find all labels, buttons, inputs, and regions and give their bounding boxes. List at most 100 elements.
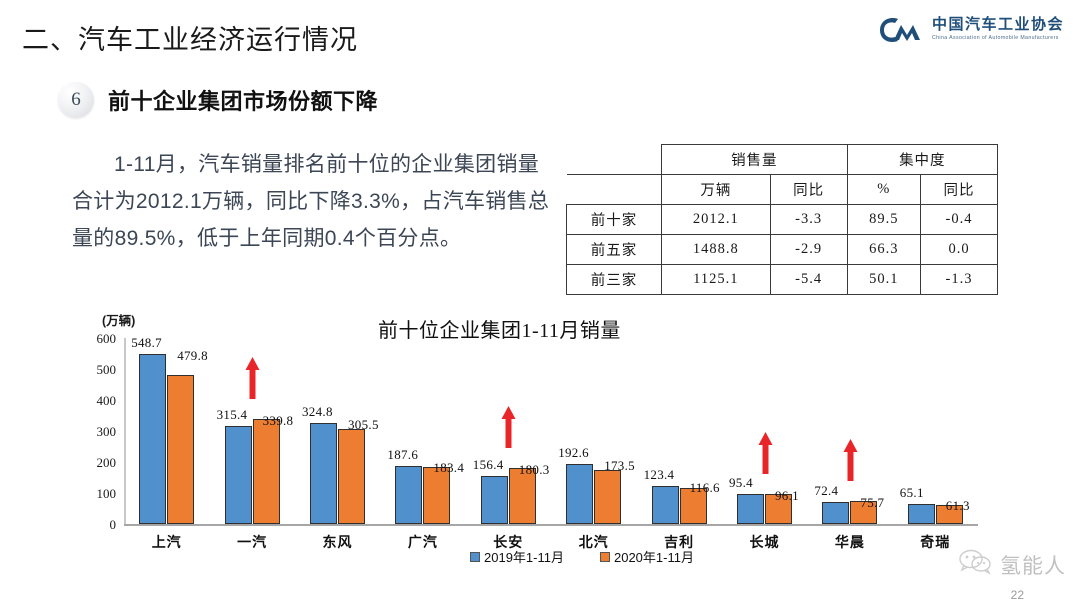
y-axis — [124, 338, 126, 526]
chart-bar — [252, 418, 280, 524]
up-arrow-icon — [843, 438, 858, 486]
chart-bar — [737, 494, 764, 524]
summary-table-container: 销售量 集中度 万辆 同比 % 同比 前十家 2012.1 -3.3 89.5 — [566, 144, 999, 295]
table-cell: 50.1 — [846, 264, 922, 295]
chart-data-label: 173.5 — [604, 458, 635, 474]
body-paragraph: 1-11月，汽车销量排名前十位的企业集团销量合计为2012.1万辆，同比下降3.… — [72, 153, 550, 250]
up-arrow-icon — [245, 356, 260, 404]
chart-bar — [850, 500, 878, 524]
y-axis-tick-label: 100 — [96, 486, 117, 501]
table-row-label: 前三家 — [566, 264, 662, 295]
chart-bar — [907, 503, 935, 524]
subheading: 6 前十企业集团市场份额下降 — [58, 82, 378, 118]
table-corner-cell — [566, 144, 662, 175]
table-cell: -3.3 — [769, 204, 848, 235]
x-axis — [124, 524, 978, 526]
table-group-header-sales: 销售量 — [661, 144, 848, 175]
chart-data-label: 479.8 — [177, 347, 208, 363]
y-axis-tick-label: 500 — [96, 362, 117, 377]
y-axis-tick-label: 0 — [109, 517, 117, 532]
chart-bar — [338, 429, 365, 524]
x-axis-category-label: 东风 — [322, 534, 353, 550]
up-arrow-icon — [501, 406, 516, 453]
table-cell: 2012.1 — [661, 204, 771, 235]
table-cell: 1125.1 — [661, 264, 771, 295]
x-axis-category-label: 上汽 — [151, 534, 182, 550]
step-number-badge: 6 — [58, 82, 94, 118]
chart-data-label: 192.6 — [558, 445, 589, 461]
y-axis-tick-label: 300 — [96, 424, 117, 439]
caam-logo: 中国汽车工业协会 China Association of Automobile… — [878, 14, 1064, 44]
x-axis-category-label: 长安 — [493, 534, 524, 550]
table-cell: 89.5 — [846, 204, 922, 235]
logo-title-en: China Association of Automobile Manufact… — [931, 34, 1059, 41]
chart-data-label: 116.6 — [689, 479, 720, 495]
chart-legend: 2019年1-11月 2020年1-11月 — [470, 547, 694, 566]
table-cell: -5.4 — [769, 264, 848, 295]
logo-title-cn: 中国汽车工业协会 — [931, 15, 1064, 33]
table-cell: 0.0 — [920, 234, 998, 265]
table-row-label: 前五家 — [566, 234, 662, 265]
chart-data-label: 183.4 — [433, 459, 465, 475]
chart-bar — [167, 375, 195, 524]
x-axis-category-label: 一汽 — [237, 534, 268, 550]
chart-bar — [651, 485, 679, 524]
chart-bar — [480, 475, 508, 524]
chart-data-label: 548.7 — [131, 334, 162, 350]
chart-data-label: 95.4 — [729, 475, 753, 491]
table-subheader-2: % — [846, 174, 922, 205]
x-axis-category-label: 华晨 — [834, 534, 865, 550]
chart-data-label: 187.6 — [387, 446, 419, 462]
chart-data-label: 156.4 — [472, 456, 504, 472]
x-axis-category-label: 奇瑞 — [920, 534, 951, 550]
table-subheader-0: 万辆 — [661, 174, 771, 205]
chart-bar — [679, 487, 707, 524]
page-number: 22 — [1010, 588, 1024, 602]
chart-data-label: 339.8 — [262, 412, 294, 428]
caam-logo-icon — [878, 14, 924, 44]
x-axis-category-label: 广汽 — [407, 534, 438, 550]
x-axis-category-label: 吉利 — [664, 534, 695, 550]
chart-bar — [508, 468, 536, 524]
legend-swatch-icon — [470, 551, 480, 562]
x-axis-category-label: 北汽 — [578, 534, 609, 550]
table-corner-cell-2 — [566, 174, 662, 205]
summary-table-body: 前十家 2012.1 -3.3 89.5 -0.4 前五家 1488.8 -2.… — [566, 204, 998, 295]
x-axis-category-label: 长城 — [749, 534, 780, 550]
table-cell: -1.3 — [920, 264, 998, 295]
chart-bar — [224, 426, 252, 524]
y-axis-tick-label: 600 — [96, 331, 117, 346]
chart-data-label: 180.3 — [518, 462, 550, 478]
chart-data-label: 305.5 — [348, 417, 379, 433]
chart-title: 前十位企业集团1-11月销量 — [378, 320, 621, 342]
chart-data-label: 61.3 — [945, 497, 970, 513]
chart-bar — [594, 470, 622, 524]
legend-item[interactable]: 2020年1-11月 — [599, 547, 694, 566]
chart-unit-label: (万辆) — [102, 314, 136, 328]
chart-bar — [566, 464, 594, 524]
chart-bar — [310, 423, 337, 524]
table-cell: -0.4 — [920, 204, 998, 235]
subheading-label: 前十企业集团市场份额下降 — [108, 89, 379, 114]
table-cell: -2.9 — [769, 234, 848, 265]
chart-data-label: 324.8 — [302, 404, 333, 420]
watermark-text: 氢能人 — [1000, 554, 1066, 578]
chart-data-label: 315.4 — [216, 407, 248, 423]
legend-item[interactable]: 2019年1-11月 — [470, 547, 564, 566]
chart-bar — [395, 465, 423, 524]
chart-data-label: 65.1 — [899, 484, 924, 500]
summary-table: 销售量 集中度 万辆 同比 % 同比 前十家 2012.1 -3.3 89.5 — [566, 144, 999, 295]
table-row: 前三家 1125.1 -5.4 50.1 -1.3 — [566, 264, 998, 295]
table-group-header-concentration: 集中度 — [846, 144, 999, 175]
y-axis-tick-label: 200 — [96, 455, 117, 470]
table-row: 前十家 2012.1 -3.3 89.5 -0.4 — [566, 204, 998, 235]
chart-data-label: 96.1 — [775, 488, 799, 504]
table-row-label: 前十家 — [566, 204, 662, 235]
y-axis-tick-label: 400 — [96, 393, 117, 408]
table-cell: 66.3 — [846, 234, 922, 265]
up-arrow-icon — [758, 432, 773, 479]
page-title: 二、汽车工业经济运行情况 — [22, 25, 358, 55]
watermark: 氢能人 — [959, 549, 1066, 580]
chart-bar — [822, 501, 850, 524]
